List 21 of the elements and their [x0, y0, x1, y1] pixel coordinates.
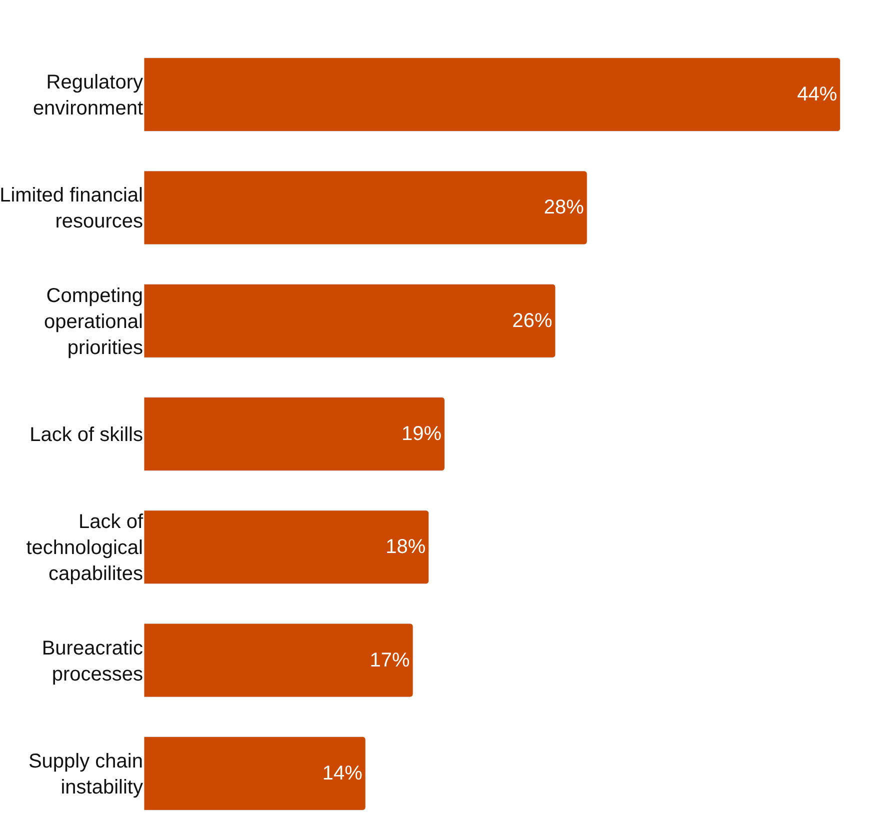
data-label: 18%: [386, 536, 426, 558]
data-label: 28%: [544, 196, 584, 219]
bar: [144, 284, 556, 358]
y-tick-label: Bureacratic processes: [42, 637, 143, 686]
bar: [144, 736, 366, 810]
data-label: 19%: [401, 423, 442, 445]
data-label: 26%: [512, 310, 552, 332]
data-label: 44%: [797, 84, 838, 106]
data-label: 14%: [322, 762, 363, 784]
y-tick-label: Lack of technological capabilites: [26, 511, 144, 586]
bar: [144, 396, 445, 472]
bar: [144, 58, 841, 132]
bar: [144, 510, 430, 584]
y-tick-label: Regulatory environment: [32, 72, 144, 120]
data-label: 17%: [370, 649, 410, 672]
bar: [144, 170, 588, 245]
y-tick-label: Competing operational priorities: [44, 284, 143, 359]
y-tick-label: Lack of skills: [30, 424, 143, 446]
bar: [144, 623, 414, 698]
y-tick-label: Limited financial resources: [0, 184, 143, 233]
y-tick-label: Supply chain instability: [28, 750, 143, 798]
